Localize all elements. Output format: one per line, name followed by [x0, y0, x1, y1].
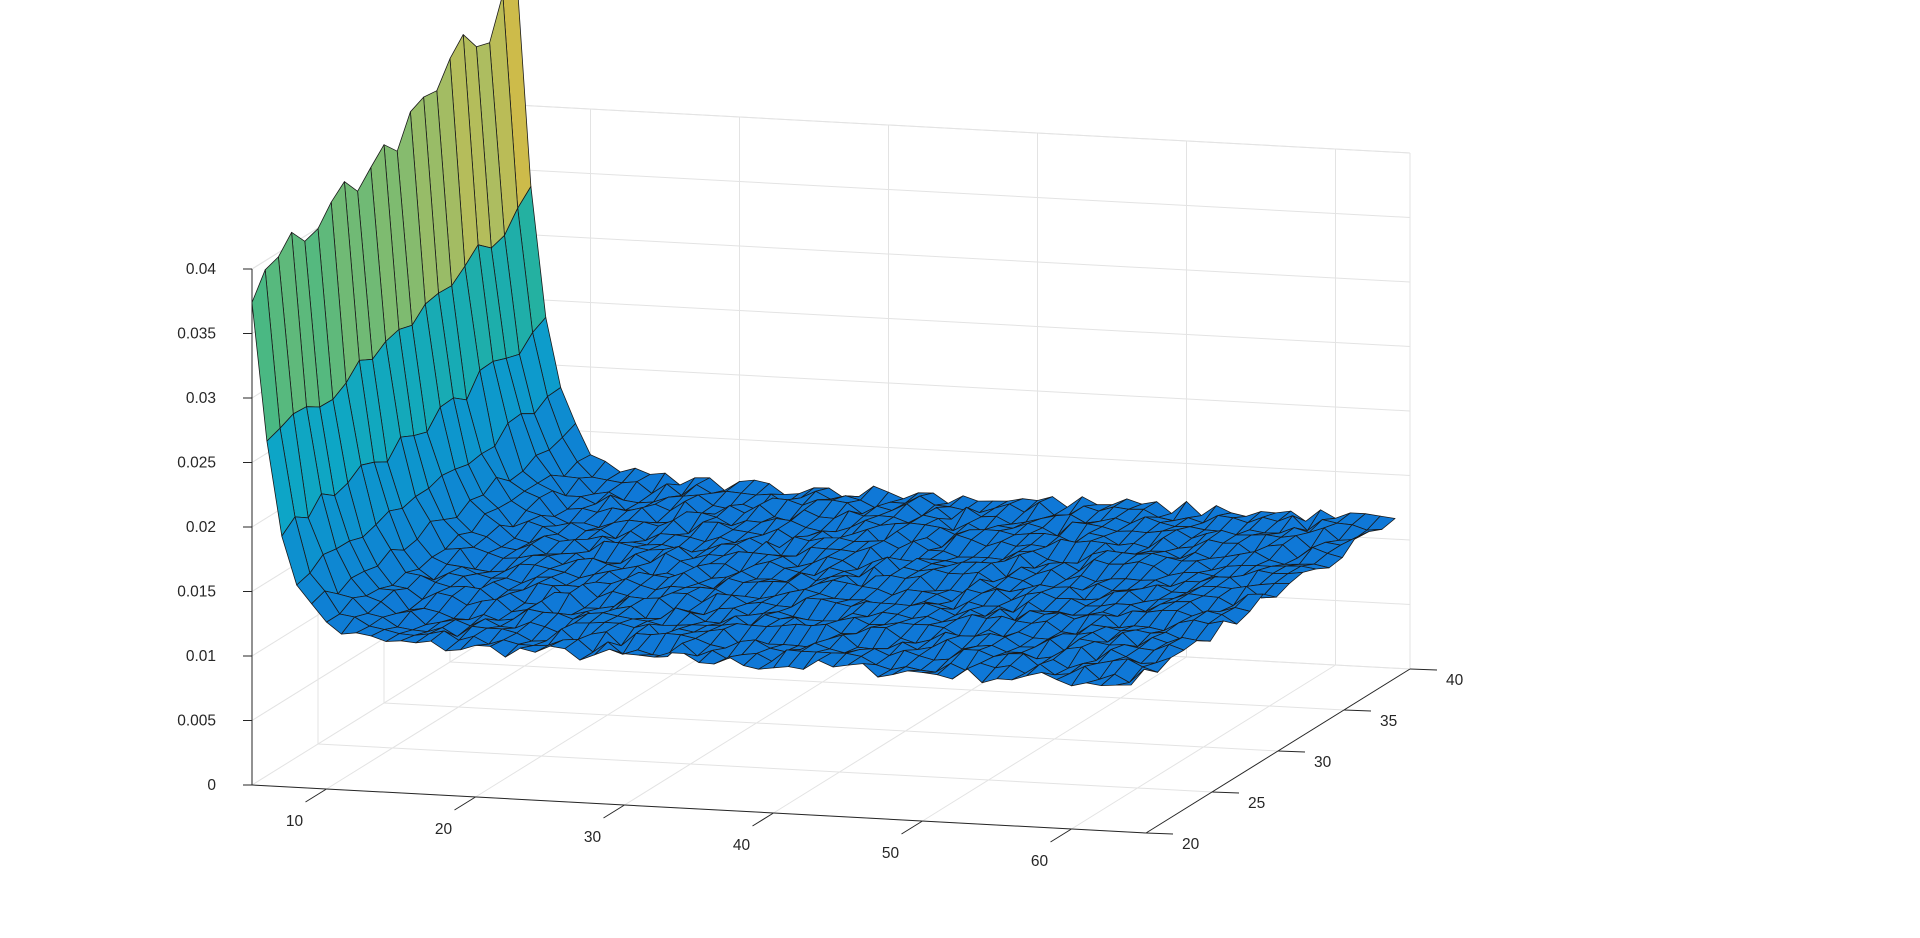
x-tick-label: 40	[733, 837, 751, 854]
y-tick-mark	[1343, 709, 1372, 712]
x-tick-label: 10	[286, 813, 304, 830]
grid-line-back-z	[515, 233, 1411, 283]
grid-line-floor-y	[317, 743, 1213, 793]
x-tick-label: 20	[435, 821, 453, 838]
grid-line-left-z	[251, 620, 517, 786]
x-tick-label: 60	[1031, 853, 1049, 870]
z-tick-label: 0.03	[186, 390, 216, 407]
grid-line-floor-y	[383, 702, 1279, 752]
z-tick-label: 0.005	[177, 713, 216, 730]
x-tick-mark	[454, 796, 476, 811]
y-tick-label: 30	[1314, 754, 1332, 771]
y-tick-mark	[1409, 668, 1438, 671]
z-tick-label: 0.025	[177, 455, 216, 472]
grid-line-back-z	[515, 427, 1411, 476]
grid-line-floor-y	[449, 661, 1345, 711]
surface-mesh	[251, 0, 1396, 687]
x-axis-line	[251, 784, 1147, 834]
x-tick-label: 30	[584, 829, 602, 846]
z-tick-label: 0	[207, 777, 216, 794]
x-tick-label: 50	[882, 845, 900, 862]
x-tick-mark	[901, 820, 923, 835]
z-tick-label: 0.015	[177, 584, 216, 601]
y-tick-mark	[1277, 750, 1306, 753]
x-tick-mark	[1050, 828, 1072, 843]
surface-patch	[1115, 668, 1145, 686]
y-tick-label: 40	[1446, 672, 1464, 689]
z-tick-label: 0.035	[177, 326, 216, 343]
axes: 0 0.005 0.01 0.015 0.02 0.025 0.03 0.035 0.04 10 2…	[177, 261, 1463, 870]
z-tick-label: 0.04	[186, 261, 217, 278]
grid-line-back-z	[515, 169, 1411, 218]
z-tick-label: 0.02	[186, 519, 216, 536]
y-tick-label: 25	[1248, 795, 1265, 812]
y-tick-mark	[1211, 791, 1240, 794]
z-tick-label: 0.01	[186, 648, 216, 665]
y-tick-mark	[1145, 832, 1174, 835]
x-tick-mark	[305, 788, 327, 803]
pane-edge	[515, 104, 1411, 154]
x-tick-mark	[752, 812, 774, 827]
grid-line-back-z	[515, 362, 1411, 412]
y-tick-label: 35	[1380, 713, 1397, 730]
x-tick-mark	[603, 804, 625, 819]
grid-line-back-z	[515, 298, 1411, 347]
y-tick-label: 20	[1182, 836, 1200, 853]
